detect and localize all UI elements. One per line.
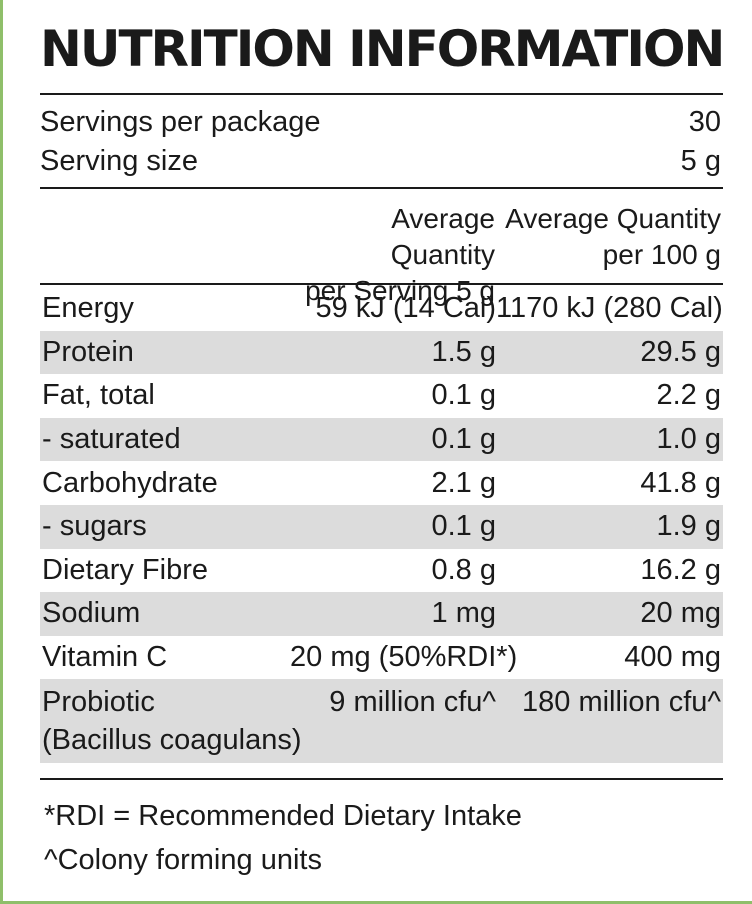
nutrient-per-100g: 41.8 g — [640, 466, 721, 499]
nutrient-per-serving: 0.1 g — [431, 379, 497, 412]
nutrient-row-sugars: - sugars 0.1 g 1.9 g — [40, 504, 723, 549]
servings-per-package-row: Servings per package 30 — [40, 103, 723, 142]
nutrient-per-serving: 9 million cfu^ — [329, 686, 496, 719]
nutrient-row-vitamin-c: Vitamin C 20 mg (50%RDI*) 400 mg — [40, 636, 723, 680]
header-per-serving-line2: per Serving 5 g — [305, 275, 495, 306]
servings-per-package-value: 30 — [688, 106, 721, 138]
nutrient-per-serving: 1 mg — [431, 597, 496, 630]
top-divider — [40, 93, 723, 95]
nutrient-per-100g: 1.9 g — [656, 510, 722, 543]
nutrient-per-100g: 400 mg — [624, 641, 721, 674]
serving-size-value: 5 g — [680, 145, 721, 177]
panel-title: NUTRITION INFORMATION — [40, 20, 725, 78]
nutrient-row-energy: Energy 59 kJ (14 Cal) 1170 kJ (280 Cal) — [40, 287, 723, 331]
green-bottom-border — [0, 901, 752, 904]
nutrient-per-100g: 2.2 g — [656, 379, 722, 412]
nutrient-name: - saturated — [42, 423, 181, 456]
nutrient-per-100g: 20 mg — [640, 597, 721, 630]
nutrient-per-serving: 0.8 g — [431, 553, 497, 586]
nutrient-row-sodium: Sodium 1 mg 20 mg — [40, 592, 723, 636]
nutrient-name: Vitamin C — [42, 641, 168, 674]
nutrient-per-serving: 20 mg (50%RDI*) — [290, 641, 518, 674]
nutrient-row-fat-total: Fat, total 0.1 g 2.2 g — [40, 374, 723, 418]
header-per-serving-line1: Average Quantity — [390, 203, 495, 270]
nutrient-name: Energy — [42, 292, 134, 325]
nutrient-row-dietary-fibre: Dietary Fibre 0.8 g 16.2 g — [40, 549, 723, 593]
nutrient-per-100g: 180 million cfu^ — [522, 686, 721, 719]
nutrient-per-100g: 1.0 g — [656, 423, 722, 456]
footnotes: *RDI = Recommended Dietary Intake ^Colon… — [40, 780, 723, 882]
nutrient-row-probiotic: Probiotic (Bacillus coagulans) 9 million… — [40, 679, 723, 764]
nutrient-name: Carbohydrate — [42, 466, 218, 499]
header-per-100g-line1: Average Quantity — [505, 203, 721, 234]
header-per-100g-line2: per 100 g — [602, 239, 721, 270]
nutrient-per-serving: 1.5 g — [431, 335, 497, 368]
nutrient-table: Energy 59 kJ (14 Cal) 1170 kJ (280 Cal) … — [40, 285, 723, 764]
nutrient-per-100g: 16.2 g — [640, 553, 721, 586]
column-header: Average Quantity per Serving 5 g Average… — [40, 189, 723, 306]
nutrient-per-100g: 29.5 g — [640, 335, 721, 368]
nutrition-panel: NUTRITION INFORMATION Servings per packa… — [40, 0, 725, 882]
nutrient-name: Dietary Fibre — [42, 553, 208, 586]
nutrient-per-serving: 59 kJ (14 Cal) — [315, 292, 496, 325]
nutrient-name: Sodium — [42, 597, 141, 630]
header-per-100g: Average Quantity per 100 g — [495, 201, 721, 283]
header-spacer — [40, 201, 290, 283]
nutrient-per-serving: 2.1 g — [431, 466, 497, 499]
nutrient-row-protein: Protein 1.5 g 29.5 g — [40, 330, 723, 375]
nutrient-name: Protein — [42, 335, 134, 368]
nutrient-name-line1: Probiotic — [42, 686, 155, 719]
nutrient-name: - sugars — [42, 510, 147, 543]
header-per-serving: Average Quantity per Serving 5 g — [290, 201, 495, 306]
header-divider — [40, 283, 723, 285]
nutrient-name: Fat, total — [42, 379, 155, 412]
nutrient-name-line2: (Bacillus coagulans) — [42, 724, 302, 757]
serving-size-row: Serving size 5 g — [40, 142, 723, 181]
nutrient-row-saturated: - saturated 0.1 g 1.0 g — [40, 417, 723, 462]
footnote-divider — [40, 778, 723, 781]
nutrient-name: Probiotic (Bacillus coagulans) — [40, 683, 302, 759]
nutrient-per-serving: 0.1 g — [431, 423, 497, 456]
servings-divider — [40, 187, 723, 189]
servings-section: Servings per package 30 Serving size 5 g — [40, 95, 723, 187]
servings-per-package-label: Servings per package — [40, 106, 321, 138]
green-left-border — [0, 0, 3, 904]
footnote-rdi: *RDI = Recommended Dietary Intake — [44, 800, 522, 833]
nutrient-row-carbohydrate: Carbohydrate 2.1 g 41.8 g — [40, 461, 723, 505]
nutrient-per-100g: 1170 kJ (280 Cal) — [496, 292, 723, 325]
footnote-cfu: ^Colony forming units — [44, 844, 322, 877]
nutrient-per-serving: 0.1 g — [431, 510, 497, 543]
serving-size-label: Serving size — [40, 145, 198, 177]
